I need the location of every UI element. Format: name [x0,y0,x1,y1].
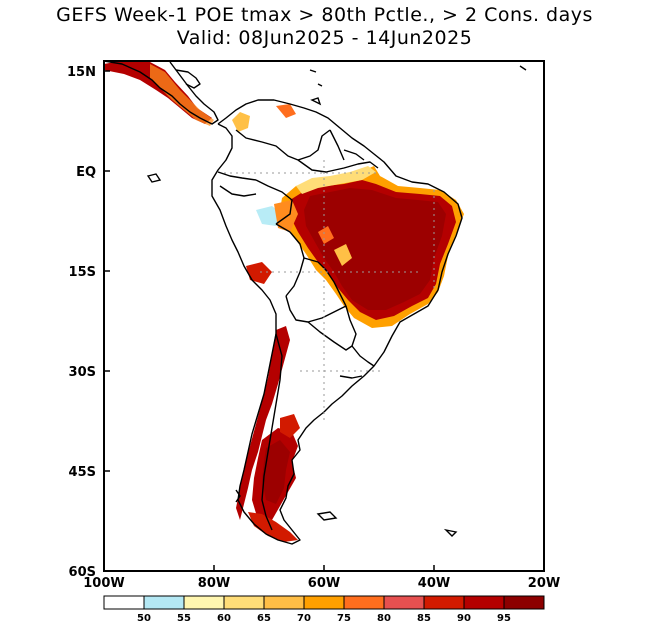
graticule [224,160,435,420]
border-paraguay-brazil [345,305,357,347]
y-tick-label: 15N [67,65,96,80]
island-falklands [316,511,338,521]
border-guyana-suriname [329,129,345,161]
shading-tierra-del-fuego [248,512,298,542]
x-tick-label: 80W [198,576,230,591]
colorbar: 50 55 60 65 70 75 80 85 90 95 [103,595,545,624]
island-trinidad [310,97,322,106]
colorbar-swatch [103,595,145,610]
border-ecuador-peru [219,185,257,197]
shading-peru-south [246,262,272,284]
shading-chile-coast [236,326,290,520]
y-tick-label: 60S [69,565,96,580]
shading-venezuela-patch [276,104,296,118]
colorbar-label: 55 [177,613,191,624]
y-axis: 15N EQ 15S 30S 45S 60S [67,65,110,580]
border-suriname-guiana [343,149,365,161]
colorbar-swatch [343,595,385,610]
border-bolivia-brazil [317,261,347,307]
islands [146,65,527,537]
shading-argentina-spot [280,414,300,438]
colorbar-swatch [423,595,465,610]
coastline-south-america [211,99,463,545]
colorbar-label: 70 [297,613,311,624]
border-brazil-north [297,159,379,173]
x-axis: 100W 80W 60W 40W 20W [83,565,560,591]
y-tick-label: EQ [76,165,96,180]
colorbar-swatch [463,595,505,610]
border-chile-argentina [261,333,283,531]
shading-northern-colombia [232,112,250,132]
colorbar-swatch [263,595,305,610]
island-galapagos [146,173,162,183]
y-tick-label: 30S [69,365,96,380]
colorbar-swatch [303,595,345,610]
border-colombia-ecuador [217,171,257,181]
colorbar-swatch [143,595,185,610]
border-peru-bolivia [285,257,305,297]
colorbar-swatch [503,595,545,610]
chart-title-line-2-valid-dates: Valid: 08Jun2025 - 14Jun2025 [176,27,473,49]
coastlines-and-borders [104,61,463,545]
colorbar-swatch [183,595,225,610]
shading-brazil-inner-light-1 [334,244,352,266]
y-tick-label: 15S [69,265,96,280]
chart-title-line-1: GEFS Week-1 POE tmax > 80th Pctle., > 2 … [56,4,593,26]
colorbar-label: 85 [417,613,431,624]
colorbar-label: 75 [337,613,351,624]
x-tick-label: 60W [308,576,340,591]
colorbar-label: 60 [217,613,231,624]
x-tick-label: 40W [418,576,450,591]
x-tick-label: 100W [83,576,124,591]
island-south-georgia [443,528,458,537]
probability-shading [104,61,464,542]
border-paraguay-argentina [307,321,353,351]
colorbar-label: 80 [377,613,391,624]
shading-brazil-inner-light-2 [318,226,334,244]
border-venezuela-guyana [297,129,331,161]
colorbar-label: 65 [257,613,271,624]
island-chiloe [235,489,241,503]
island-caribbean [309,65,527,87]
y-tick-label: 45S [69,465,96,480]
border-peru-brazil [275,223,319,263]
border-uruguay [339,375,363,379]
border-colombia-venezuela [235,129,299,161]
colorbar-label: 90 [457,613,471,624]
colorbar-swatch [383,595,425,610]
colorbar-label: 50 [137,613,151,624]
x-tick-label: 20W [528,576,560,591]
colorbar-label: 95 [497,613,511,624]
border-bolivia-chile [285,295,309,323]
shading-brazil-core-extreme [304,188,446,310]
border-argentina-brazil [351,345,375,367]
shading-patagonia-extreme [262,440,290,504]
coastline-yucatan [175,69,201,89]
shading-central-america-edge [150,64,214,126]
border-bolivia-paraguay [307,305,347,323]
border-colombia-peru-brazil [255,179,293,225]
colorbar-swatch [223,595,265,610]
map-area [104,61,527,545]
